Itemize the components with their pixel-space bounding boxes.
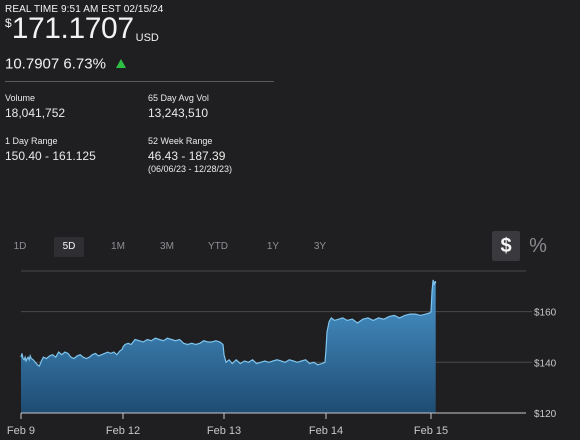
y-tick-label: $140 [534, 358, 557, 369]
realtime-timestamp: REAL TIME 9:51 AM EST 02/15/24 [5, 4, 164, 15]
price-line [20, 279, 437, 367]
stat-value: 13,243,510 [148, 106, 209, 120]
header-divider [5, 81, 274, 82]
tab-1d[interactable]: 1D [13, 241, 27, 252]
tab-1y[interactable]: 1Y [266, 241, 280, 252]
tab-3y[interactable]: 3Y [313, 241, 327, 252]
change-amount: 10.7907 [5, 55, 60, 73]
change-percent: 6.73% [63, 55, 106, 73]
time-range-tabs: 1D 5D 1M 3M YTD 1Y 3Y [5, 237, 355, 257]
stat-volume: Volume 18,041,752 [5, 93, 65, 120]
stat-day-range: 1 Day Range 150.40 - 161.125 [5, 136, 96, 163]
x-tick-label: Feb 13 [207, 425, 241, 437]
x-tick-label: Feb 15 [414, 425, 448, 437]
stat-value: 46.43 - 187.39 [148, 149, 226, 163]
currency-code: USD [135, 32, 159, 44]
stat-52-week-range: 52 Week Range 46.43 - 187.39 (06/06/23 -… [148, 136, 232, 174]
stat-label: 52 Week Range [148, 136, 213, 146]
stat-date-range: (06/06/23 - 12/28/23) [148, 164, 233, 174]
y-tick-label: $160 [534, 308, 557, 319]
x-tick-label: Feb 14 [309, 425, 343, 437]
tab-ytd[interactable]: YTD [208, 241, 228, 252]
x-tick-label: Feb 12 [106, 425, 140, 437]
tab-5d[interactable]: 5D [54, 237, 84, 257]
percent-mode-button[interactable]: % [529, 235, 547, 257]
y-tick-label: $120 [534, 409, 557, 420]
stat-avg-volume: 65 Day Avg Vol 13,243,510 [148, 93, 209, 120]
currency-symbol: $ [5, 16, 12, 30]
price-area [21, 279, 436, 413]
stat-label: 1 Day Range [5, 136, 58, 146]
last-price: 171.1707 [11, 12, 134, 45]
price-change: 10.7907 6.73% [5, 55, 127, 73]
x-tick-label: Feb 9 [7, 425, 35, 437]
tab-3m[interactable]: 3M [160, 241, 174, 252]
up-arrow-icon [116, 58, 127, 68]
price-display: $171.1707 USD [5, 12, 159, 48]
price-chart-svg: $120 $140 $160 Feb 9 Feb 12 Feb 13 Feb 14 Feb 1… [7, 270, 557, 437]
price-chart: $120 $140 $160 Feb 9 Feb 12 Feb 13 Feb 14 Feb 1… [0, 265, 580, 440]
tab-1m[interactable]: 1M [111, 241, 125, 252]
stat-value: 150.40 - 161.125 [5, 149, 96, 163]
stat-label: Volume [5, 93, 36, 103]
stat-value: 18,041,752 [5, 106, 66, 120]
dollar-mode-button[interactable]: $ [492, 231, 520, 261]
stat-label: 65 Day Avg Vol [148, 93, 209, 103]
